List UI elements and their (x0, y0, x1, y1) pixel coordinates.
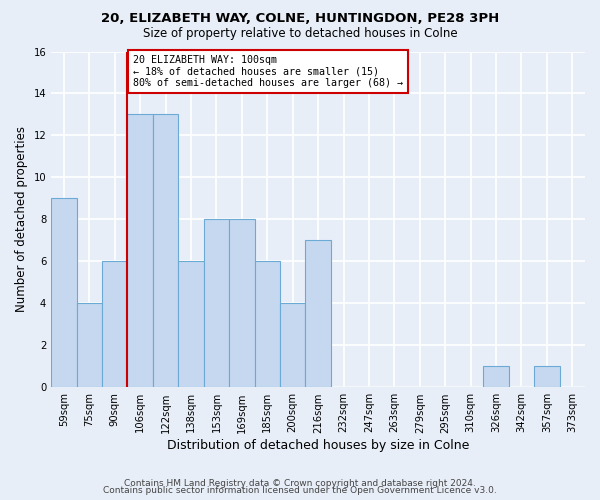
Bar (280, 304, 305, 388)
Text: Contains HM Land Registry data © Crown copyright and database right 2024.: Contains HM Land Registry data © Crown c… (124, 478, 476, 488)
Text: Contains public sector information licensed under the Open Government Licence v3: Contains public sector information licen… (103, 486, 497, 495)
Bar (178, 262, 203, 388)
X-axis label: Distribution of detached houses by size in Colne: Distribution of detached houses by size … (167, 440, 469, 452)
Bar (254, 262, 280, 388)
Bar (534, 366, 560, 388)
Bar (229, 220, 254, 388)
Bar (51, 198, 77, 388)
Bar (203, 220, 229, 388)
Bar (305, 240, 331, 388)
Bar (77, 304, 102, 388)
Bar (127, 114, 153, 388)
Text: 20, ELIZABETH WAY, COLNE, HUNTINGDON, PE28 3PH: 20, ELIZABETH WAY, COLNE, HUNTINGDON, PE… (101, 12, 499, 26)
Text: 20 ELIZABETH WAY: 100sqm
← 18% of detached houses are smaller (15)
80% of semi-d: 20 ELIZABETH WAY: 100sqm ← 18% of detach… (133, 54, 403, 88)
Bar (484, 366, 509, 388)
Bar (102, 262, 127, 388)
Text: Size of property relative to detached houses in Colne: Size of property relative to detached ho… (143, 28, 457, 40)
Y-axis label: Number of detached properties: Number of detached properties (15, 126, 28, 312)
Bar (153, 114, 178, 388)
